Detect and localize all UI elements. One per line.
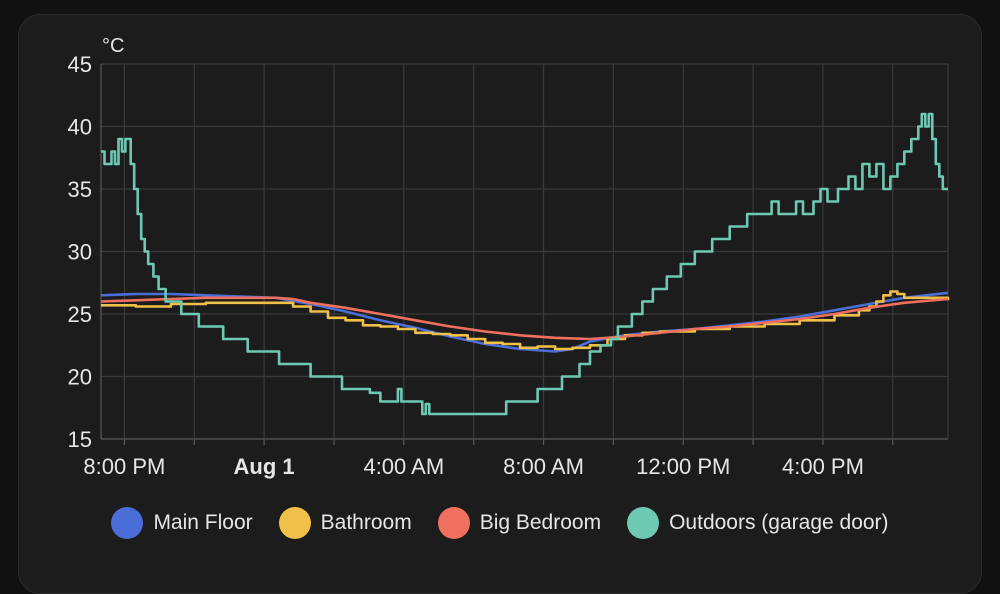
x-tick-label: 4:00 PM (782, 454, 864, 479)
series-line-bathroom (101, 290, 950, 351)
legend-item[interactable]: Main Floor (111, 507, 253, 539)
legend-swatch (627, 507, 660, 539)
grid (101, 63, 949, 440)
legend-item[interactable]: Big Bedroom (437, 507, 602, 539)
y-tick-label: 15 (68, 427, 92, 452)
legend-label: Outdoors (garage door) (669, 511, 889, 534)
series-lines (100, 112, 950, 416)
legend-swatch (111, 507, 144, 539)
x-tick-label: Aug 1 (234, 454, 295, 479)
legend-label: Big Bedroom (479, 511, 602, 534)
legend-item[interactable]: Outdoors (garage door) (627, 507, 889, 539)
y-tick-label: 35 (68, 177, 92, 202)
y-axis-unit: °C (102, 35, 124, 57)
legend-item[interactable]: Bathroom (278, 507, 412, 539)
temperature-chart: 15 20 25 30 35 40 45 8:00 PM Aug 1 4:00 AM 8:00 AM… (68, 35, 950, 479)
legend-label: Main Floor (153, 511, 253, 534)
y-tick-label: 30 (68, 240, 92, 265)
series-line-outdoors-garage-door (101, 112, 948, 416)
y-tick-label: 40 (68, 115, 92, 140)
series-line-big-bedroom (100, 296, 949, 341)
chart-legend: Main Floor Bathroom Big Bedroom Outdoors (g… (0, 507, 1000, 539)
legend-swatch (278, 507, 311, 539)
x-tick-label: 4:00 AM (363, 454, 444, 479)
legend-label: Bathroom (320, 511, 412, 534)
y-tick-label: 25 (68, 302, 92, 327)
y-tick-label: 20 (68, 365, 92, 390)
x-tick-label: 8:00 PM (83, 454, 165, 479)
x-tick-label: 8:00 AM (503, 454, 584, 479)
legend-swatch (437, 507, 470, 539)
y-tick-label: 45 (68, 52, 92, 77)
x-tick-label: 12:00 PM (636, 454, 730, 479)
axes: 15 20 25 30 35 40 45 8:00 PM Aug 1 4:00 AM 8:00 AM… (68, 52, 894, 479)
